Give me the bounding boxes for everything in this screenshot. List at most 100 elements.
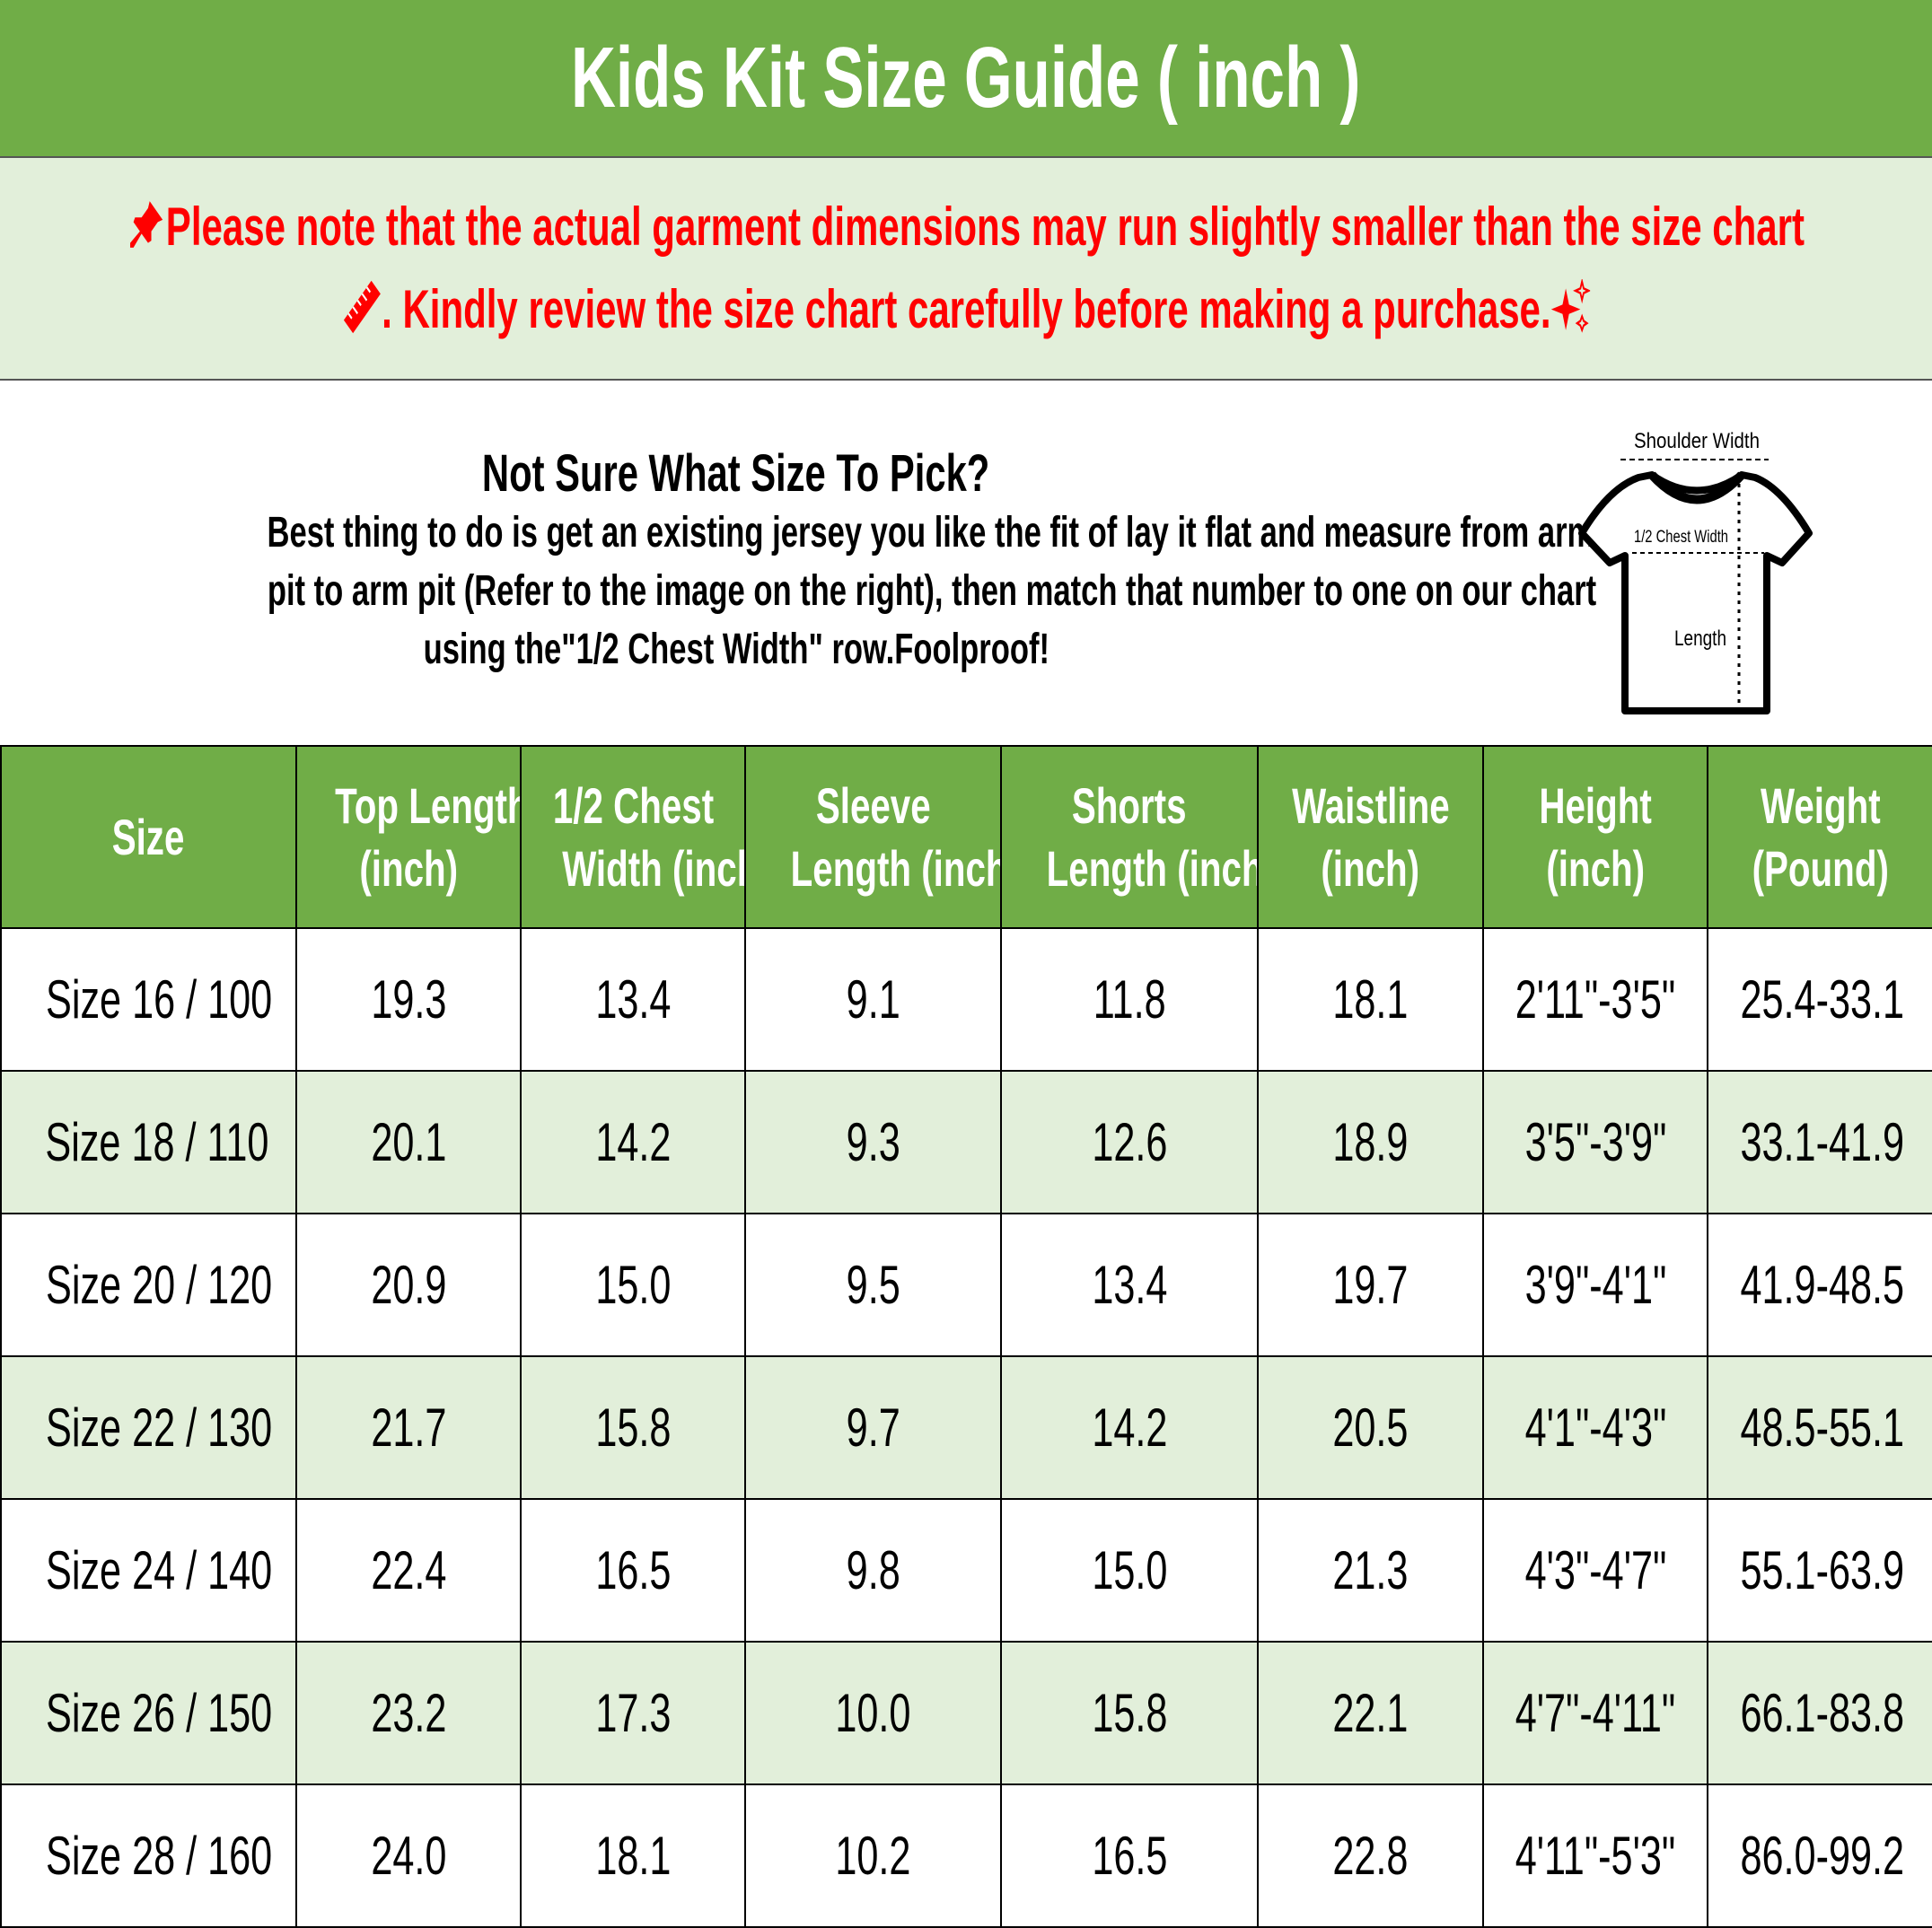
cell-text: 33.1-41.9 [1740, 1112, 1905, 1172]
value-cell: 12.6 [1000, 1070, 1259, 1214]
notice-line-2: . Kindly review the size chart carefully… [75, 268, 1857, 351]
size-cell: Size 16 / 100 [0, 927, 297, 1072]
cell-text: 16.5 [1091, 1826, 1168, 1886]
column-header-text: Weight [1760, 776, 1881, 834]
length-label: Length [1674, 627, 1726, 651]
cell-text: Size 28 / 160 [46, 1826, 273, 1886]
value-cell: 20.5 [1257, 1355, 1484, 1500]
cell-text: 55.1-63.9 [1740, 1540, 1905, 1600]
value-cell: 9.7 [744, 1355, 1002, 1500]
column-header-text: Shorts [1072, 776, 1187, 834]
cell-text: 15.8 [594, 1398, 672, 1458]
cell-text: 15.8 [1091, 1683, 1168, 1743]
value-cell: 48.5-55.1 [1707, 1355, 1932, 1500]
cell-text: 4'3"-4'7" [1524, 1540, 1666, 1600]
column-header-text: Height [1539, 776, 1652, 834]
cell-text: 14.2 [1091, 1398, 1168, 1458]
cell-text: 12.6 [1091, 1112, 1168, 1172]
value-cell: 9.3 [744, 1070, 1002, 1214]
value-cell: 9.1 [744, 927, 1002, 1072]
value-cell: 18.1 [1257, 927, 1484, 1072]
title-banner: Kids Kit Size Guide ( inch ) [0, 0, 1932, 158]
value-cell: 4'1"-4'3" [1482, 1355, 1708, 1500]
cell-text: 19.3 [370, 969, 447, 1030]
cell-text: Size 26 / 150 [46, 1683, 273, 1743]
column-header: Shorts Length (inch) [1000, 745, 1259, 929]
table-row: Size 24 / 140 22.4 16.5 9.8 15.0 21.3 4'3"-4'7… [0, 1498, 1932, 1643]
value-cell: 15.0 [1000, 1498, 1259, 1643]
value-cell: 16.5 [520, 1498, 746, 1643]
sparkles-icon [1550, 277, 1591, 333]
shoulder-width-label: Shoulder Width [1634, 429, 1760, 453]
column-header: Weight (Pound) [1707, 745, 1932, 929]
cell-text: 2'11"-3'5" [1515, 969, 1676, 1030]
cell-text: 10.0 [835, 1683, 911, 1743]
column-header-text: (inch) [1546, 839, 1645, 897]
cell-text: 20.5 [1332, 1398, 1409, 1458]
size-cell: Size 20 / 120 [0, 1213, 297, 1357]
cell-text: 17.3 [594, 1683, 672, 1743]
column-header-text: Top Length [335, 776, 521, 834]
advice-heading: Not Sure What Size To Pick? [482, 444, 990, 503]
value-cell: 86.0-99.2 [1707, 1783, 1932, 1928]
cell-text: Size 22 / 130 [46, 1398, 273, 1458]
column-header-text: (inch) [1321, 839, 1420, 897]
value-cell: 9.5 [744, 1213, 1002, 1357]
table-row: Size 26 / 150 23.2 17.3 10.0 15.8 22.1 4'7"-4'… [0, 1641, 1932, 1785]
column-header-text: Width (inch) [562, 839, 743, 897]
cell-text: 14.2 [594, 1112, 672, 1172]
cell-text: 21.7 [370, 1398, 447, 1458]
cell-text: 13.4 [594, 969, 672, 1030]
value-cell: 21.7 [295, 1355, 522, 1500]
cell-text: 4'7"-4'11" [1515, 1683, 1676, 1743]
value-cell: 16.5 [1000, 1783, 1259, 1928]
value-cell: 24.0 [295, 1783, 522, 1928]
value-cell: 22.1 [1257, 1641, 1484, 1785]
notice-line-1: Please note that the actual garment dime… [0, 186, 1932, 268]
value-cell: 13.4 [1000, 1213, 1259, 1357]
cell-text: 9.5 [846, 1255, 900, 1315]
value-cell: 19.7 [1257, 1213, 1484, 1357]
value-cell: 11.8 [1000, 927, 1259, 1072]
column-header: Top Length (inch) [295, 745, 522, 929]
value-cell: 22.8 [1257, 1783, 1484, 1928]
cell-text: 4'1"-4'3" [1524, 1398, 1666, 1458]
ruler-icon [343, 280, 381, 334]
cell-text: Size 18 / 110 [45, 1112, 269, 1172]
value-cell: 66.1-83.8 [1707, 1641, 1932, 1785]
table-row: Size 28 / 160 24.0 18.1 10.2 16.5 22.8 4'11"-5… [0, 1783, 1932, 1928]
cell-text: 3'9"-4'1" [1524, 1255, 1666, 1315]
advice-text: using the"1/2 Chest Width" row.Foolproof… [423, 626, 1049, 673]
value-cell: 4'3"-4'7" [1482, 1498, 1708, 1643]
cell-text: 22.8 [1332, 1826, 1409, 1886]
value-cell: 17.3 [520, 1641, 746, 1785]
cell-text: 3'5"-3'9" [1524, 1112, 1666, 1172]
value-cell: 20.1 [295, 1070, 522, 1214]
cell-text: 16.5 [594, 1540, 672, 1600]
value-cell: 10.0 [744, 1641, 1002, 1785]
value-cell: 15.8 [520, 1355, 746, 1500]
table-row: Size 20 / 120 20.9 15.0 9.5 13.4 19.7 3'9"-4'1… [0, 1213, 1932, 1357]
cell-text: 9.7 [846, 1398, 900, 1458]
cell-text: 25.4-33.1 [1740, 969, 1905, 1030]
value-cell: 4'7"-4'11" [1482, 1641, 1708, 1785]
size-cell: Size 24 / 140 [0, 1498, 297, 1643]
value-cell: 15.8 [1000, 1641, 1259, 1785]
column-header: Waistline (inch) [1257, 745, 1484, 929]
pushpin-icon [130, 201, 163, 248]
value-cell: 18.9 [1257, 1070, 1484, 1214]
value-cell: 13.4 [520, 927, 746, 1072]
size-cell: Size 28 / 160 [0, 1783, 297, 1928]
cell-text: 9.8 [846, 1540, 900, 1600]
column-header-text: Waistline [1291, 776, 1450, 834]
value-cell: 3'5"-3'9" [1482, 1070, 1708, 1214]
tshirt-outline-icon [1578, 471, 1813, 714]
cell-text: 15.0 [594, 1255, 672, 1315]
cell-text: 22.4 [370, 1540, 447, 1600]
fit-advice-section: Not Sure What Size To Pick? Best thing t… [0, 381, 1932, 745]
value-cell: 2'11"-3'5" [1482, 927, 1708, 1072]
value-cell: 15.0 [520, 1213, 746, 1357]
advice-text: Best thing to do is get an existing jers… [267, 509, 1595, 556]
cell-text: Size 16 / 100 [46, 969, 273, 1030]
